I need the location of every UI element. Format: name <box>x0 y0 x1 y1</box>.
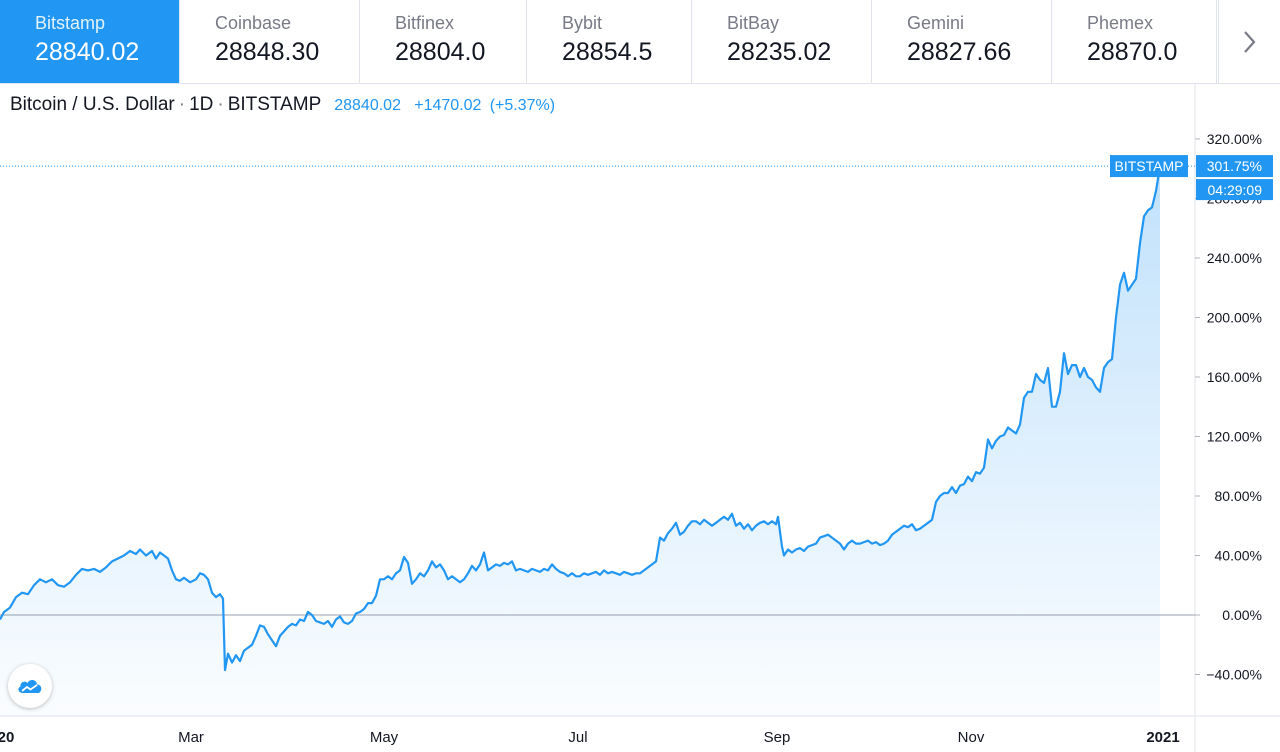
x-tick-label: Nov <box>958 729 985 746</box>
countdown-label-bg <box>1196 179 1273 201</box>
exchange-tab-phemex[interactable]: Phemex 28870.0 <box>1052 0 1217 83</box>
exchange-name: Gemini <box>907 13 965 33</box>
exchange-tab-coinbase[interactable]: Coinbase 28848.30 <box>180 0 360 83</box>
exchange-name: Bitfinex <box>395 13 455 33</box>
chevron-right-icon <box>1243 30 1255 53</box>
exchange-name: BitBay <box>727 13 780 33</box>
symbol-name: Bitcoin / U.S. Dollar <box>10 94 175 115</box>
series-name-label: BITSTAMP <box>1115 158 1184 174</box>
y-tick-label: 160.00% <box>1207 369 1262 385</box>
y-tick-label: 120.00% <box>1207 428 1262 444</box>
exchange-tab-bitstamp[interactable]: Bitstamp 28840.02 <box>0 0 180 83</box>
exchange-label: BITSTAMP <box>227 94 321 115</box>
exchange-name: Bitstamp <box>35 13 106 33</box>
exchange-name: Phemex <box>1087 13 1154 33</box>
y-tick-label: 40.00% <box>1215 547 1262 563</box>
y-tick-label: 200.00% <box>1207 309 1262 325</box>
interval-label: 1D <box>189 94 214 115</box>
last-price: 28840.02 <box>334 97 401 114</box>
exchange-tab-gemini[interactable]: Gemini 28827.66 <box>872 0 1052 83</box>
price-change-percent: (+5.37%) <box>489 97 556 114</box>
y-tick-label: −40.00% <box>1206 667 1262 683</box>
exchange-tabs: Bitstamp 28840.02 Coinbase 28848.30 Bitfinex… <box>0 0 1280 84</box>
x-tick-label: Sep <box>764 729 791 746</box>
last-value-label-bg <box>1196 155 1273 178</box>
countdown-label: 04:29:09 <box>1208 182 1263 198</box>
price-change: +1470.02 <box>414 97 482 114</box>
x-tick-label: 20 <box>0 729 14 746</box>
exchange-price: 28840.02 <box>35 38 140 66</box>
series-line <box>0 165 1162 672</box>
x-tick-label: 2021 <box>1146 729 1179 746</box>
series-area <box>0 166 1160 717</box>
exchange-price: 28854.5 <box>562 38 653 66</box>
exchange-name: Coinbase <box>215 13 292 33</box>
exchange-tab-bitfinex[interactable]: Bitfinex 28804.0 <box>360 0 527 83</box>
exchange-name: Bybit <box>562 13 603 33</box>
x-tick-label: Mar <box>178 729 204 746</box>
y-tick-label: 0.00% <box>1222 607 1262 623</box>
y-tick-label: 80.00% <box>1215 488 1262 504</box>
series-name-label-bg <box>1110 155 1188 178</box>
y-tick-label: 320.00% <box>1207 131 1262 147</box>
exchange-price: 28235.02 <box>727 38 832 66</box>
exchange-price: 28804.0 <box>395 38 486 66</box>
x-tick-label: Jul <box>568 729 587 746</box>
scroll-right-button[interactable] <box>1218 0 1280 83</box>
y-tick-label: 240.00% <box>1207 250 1262 266</box>
last-value-label: 301.75% <box>1207 158 1262 174</box>
exchange-tab-bitbay[interactable]: BitBay 28235.02 <box>692 0 872 83</box>
exchange-tab-bybit[interactable]: Bybit 28854.5 <box>527 0 692 83</box>
price-chart[interactable]: −40.00% 0.00% 40.00% 80.00% 120.00% 160.00% 20… <box>0 84 1280 752</box>
cloud-logo-icon <box>18 679 42 693</box>
symbol-header: Bitcoin / U.S. Dollar · 1D · BITSTAMP 28840.… <box>10 94 556 115</box>
exchange-price: 28827.66 <box>907 38 1012 66</box>
x-tick-label: May <box>370 729 399 746</box>
tradingview-logo[interactable] <box>8 664 52 708</box>
exchange-price: 28870.0 <box>1087 38 1178 66</box>
exchange-price: 28848.30 <box>215 38 320 66</box>
